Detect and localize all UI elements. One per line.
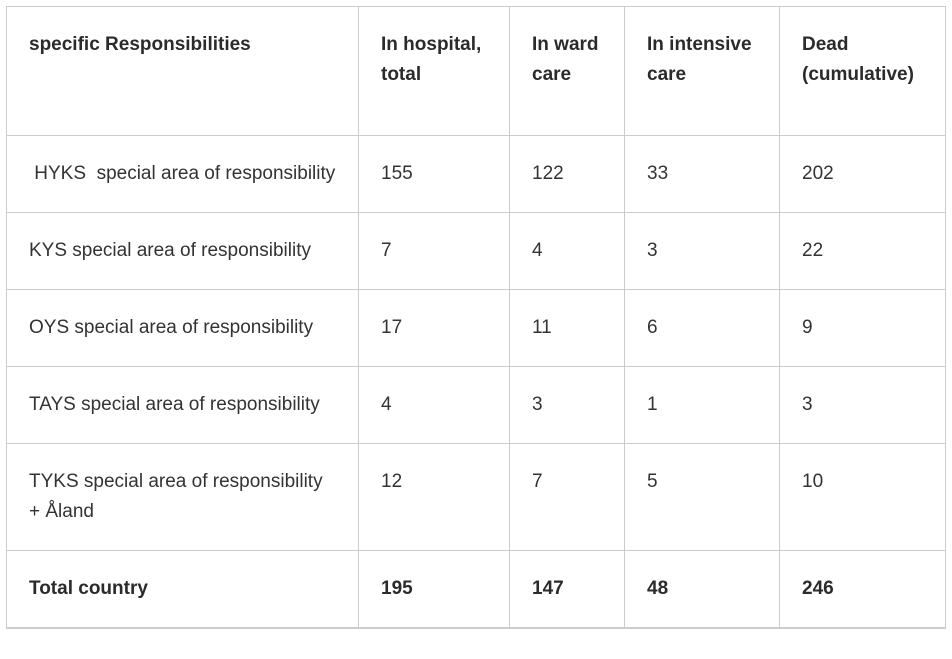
table-row-tays: TAYS special area of responsibility 4 3 …	[6, 366, 946, 444]
value-cell: 3	[624, 212, 780, 290]
value-cell: 3	[509, 366, 625, 444]
column-header-dead-cumulative: Dead (cumulative)	[779, 6, 946, 136]
area-label: KYS special area of responsibility	[6, 212, 359, 290]
table-row-tyks: TYKS special area of responsibility + Ål…	[6, 443, 946, 551]
value-cell: 202	[779, 135, 946, 213]
value-cell: 33	[624, 135, 780, 213]
value-cell: 7	[358, 212, 510, 290]
total-value-cell: 246	[779, 550, 946, 629]
area-label: HYKS special area of responsibility	[6, 135, 359, 213]
total-value-cell: 195	[358, 550, 510, 629]
table-row-total-country: Total country 195 147 48 246	[6, 550, 946, 629]
hospital-statistics-table: specific Responsibilities In hospital, t…	[6, 6, 946, 629]
value-cell: 5	[624, 443, 780, 551]
header-row: specific Responsibilities In hospital, t…	[6, 6, 946, 136]
value-cell: 10	[779, 443, 946, 551]
column-header-in-hospital-total: In hospital, total	[358, 6, 510, 136]
total-label: Total country	[6, 550, 359, 629]
column-header-in-ward-care: In ward care	[509, 6, 625, 136]
value-cell: 3	[779, 366, 946, 444]
value-cell: 122	[509, 135, 625, 213]
value-cell: 4	[358, 366, 510, 444]
table-row-hyks: HYKS special area of responsibility 155 …	[6, 135, 946, 213]
value-cell: 7	[509, 443, 625, 551]
value-cell: 22	[779, 212, 946, 290]
column-header-in-intensive-care: In intensive care	[624, 6, 780, 136]
area-label: TAYS special area of responsibility	[6, 366, 359, 444]
column-header-area: specific Responsibilities	[6, 6, 359, 136]
total-value-cell: 147	[509, 550, 625, 629]
area-label: OYS special area of responsibility	[6, 289, 359, 367]
value-cell: 11	[509, 289, 625, 367]
value-cell: 6	[624, 289, 780, 367]
value-cell: 1	[624, 366, 780, 444]
value-cell: 155	[358, 135, 510, 213]
value-cell: 4	[509, 212, 625, 290]
table-row-kys: KYS special area of responsibility 7 4 3…	[6, 212, 946, 290]
area-label: TYKS special area of responsibility + Ål…	[6, 443, 359, 551]
value-cell: 9	[779, 289, 946, 367]
table-row-oys: OYS special area of responsibility 17 11…	[6, 289, 946, 367]
value-cell: 12	[358, 443, 510, 551]
value-cell: 17	[358, 289, 510, 367]
total-value-cell: 48	[624, 550, 780, 629]
